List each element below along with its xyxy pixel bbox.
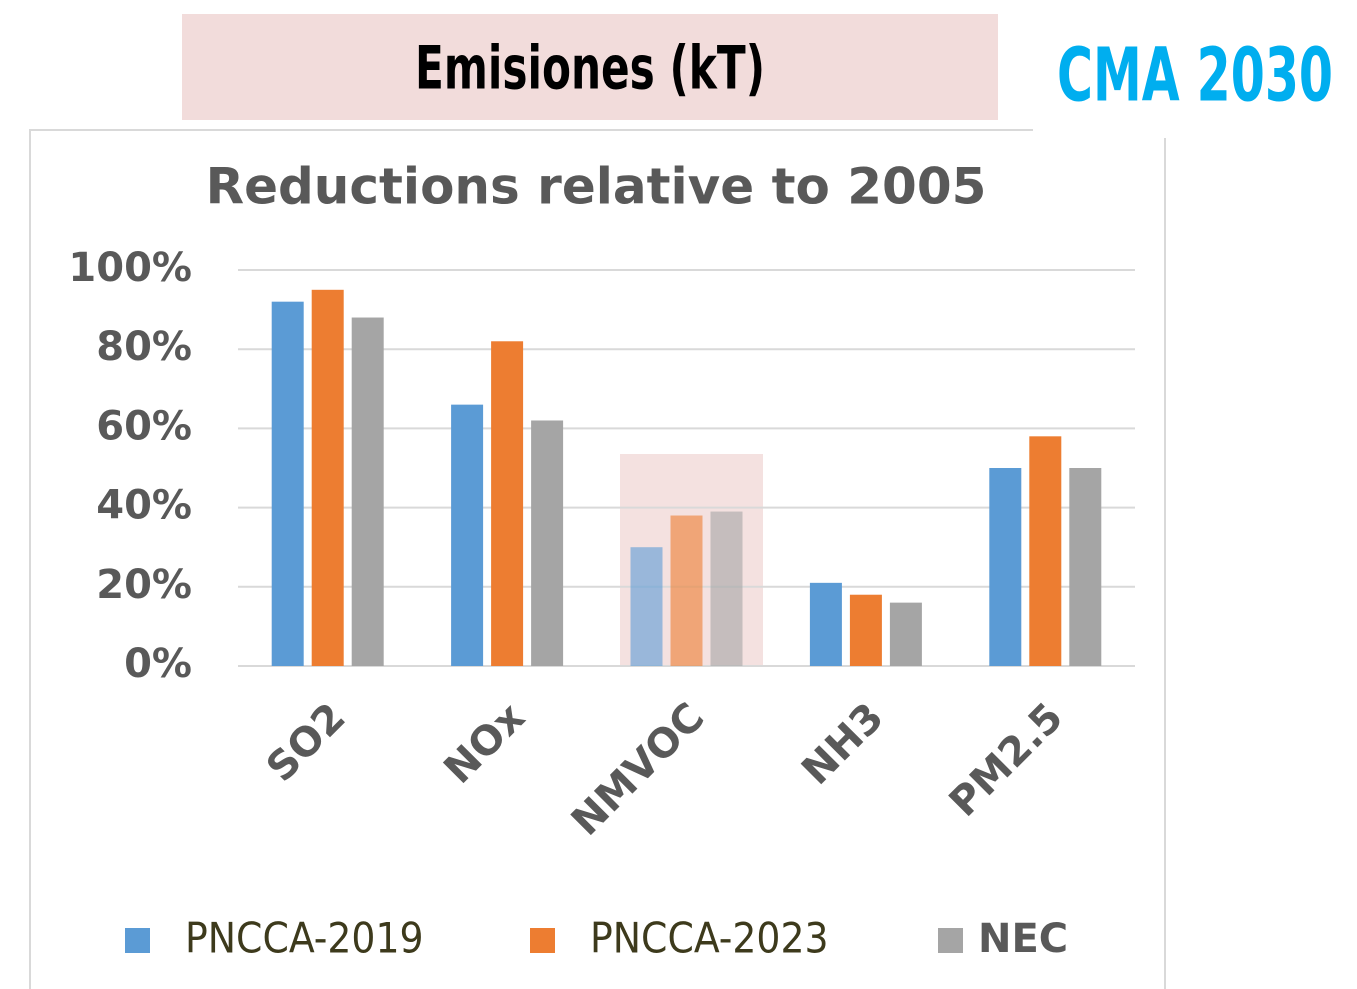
bar — [271, 301, 304, 666]
y-tick-label: 60% — [96, 403, 192, 449]
bar — [531, 420, 564, 666]
bar — [311, 289, 344, 666]
bar — [989, 468, 1022, 666]
bar — [809, 582, 842, 666]
bar — [849, 594, 882, 666]
chart-frame — [29, 129, 1166, 989]
chart-title: Reductions relative to 2005 — [206, 158, 987, 216]
y-tick-label: 0% — [124, 641, 192, 687]
legend-label: NEC — [978, 916, 1068, 962]
y-tick-label: 40% — [96, 483, 192, 529]
x-tick-label: PM2.5 — [941, 694, 1073, 826]
legend-swatch — [530, 928, 555, 953]
y-tick-label: 20% — [96, 562, 192, 608]
bar — [710, 511, 743, 666]
legend-label: PNCCA-2023 — [590, 914, 829, 963]
y-tick-label: 100% — [68, 245, 192, 291]
bar — [351, 317, 384, 666]
legend-swatch — [938, 928, 963, 953]
header-badge: CMA 2030 — [1057, 33, 1333, 119]
bar — [670, 515, 703, 666]
bar — [491, 341, 524, 666]
bar — [451, 404, 484, 666]
bar — [889, 602, 922, 666]
x-tick-label: NH3 — [793, 694, 893, 794]
x-tick-label: SO2 — [258, 694, 355, 791]
bar — [630, 547, 663, 666]
x-tick-label: NMVOC — [563, 694, 714, 845]
header-box — [182, 14, 998, 120]
legend-swatch — [125, 928, 150, 953]
legend-label: PNCCA-2019 — [185, 914, 424, 963]
x-tick-label: NOx — [435, 694, 534, 793]
y-tick-label: 80% — [96, 324, 192, 370]
bar — [1029, 436, 1062, 666]
header-title: Emisiones (kT) — [415, 34, 765, 104]
bar — [1069, 468, 1102, 666]
